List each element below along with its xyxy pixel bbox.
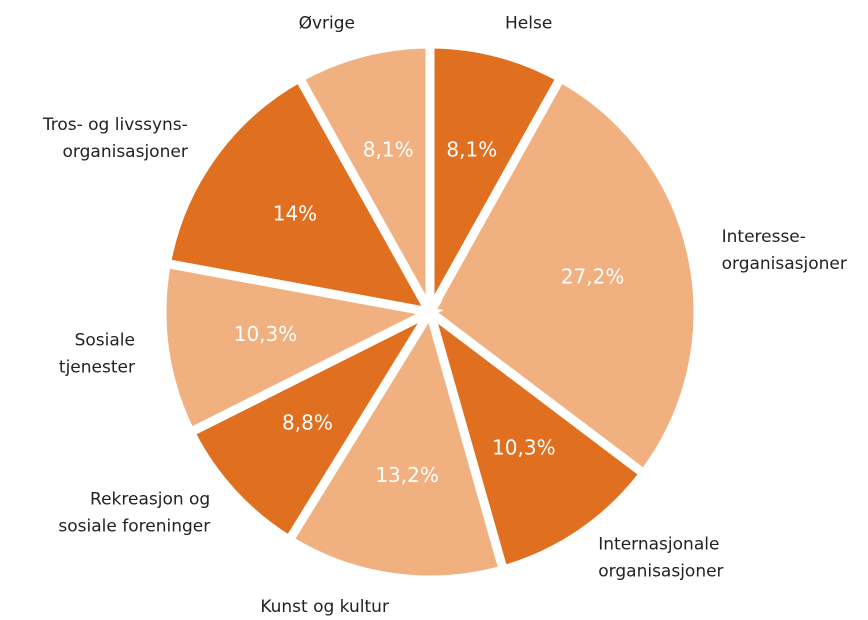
category-label-line: Kunst og kultur — [260, 597, 389, 617]
value-label: 10,3% — [234, 322, 298, 346]
category-label-line: Interesse- — [722, 227, 806, 247]
category-label-line: Tros- og livssyns- — [42, 115, 188, 135]
value-label: 8,8% — [282, 411, 333, 435]
category-label-line: organisasjoner — [722, 254, 847, 274]
pie-slice — [157, 258, 445, 439]
category-label: Sosiale tjenester — [59, 330, 135, 377]
category-label: Rekreasjon og sosiale foreninger — [58, 490, 210, 537]
category-label: Interesse-organisasjoner — [722, 227, 847, 274]
value-label: 8,1% — [363, 138, 414, 162]
category-label-line: Sosiale — [75, 330, 135, 350]
category-label-line: organisasjoner — [598, 561, 723, 581]
pie-slice — [422, 300, 651, 576]
category-label-line: Internasjonale — [598, 534, 719, 554]
category-label-line: sosiale foreninger — [58, 517, 210, 537]
value-label: 10,3% — [492, 436, 556, 460]
value-label: 27,2% — [561, 264, 625, 288]
pie-slice — [283, 300, 509, 585]
category-label: Internasjonale organisasjoner — [598, 534, 723, 581]
value-label: 8,1% — [446, 138, 497, 162]
value-label: 14% — [273, 202, 317, 226]
category-label: Helse — [505, 14, 552, 34]
pie-slice — [424, 71, 703, 480]
category-label-line: organisasjoner — [63, 142, 188, 162]
pie-slice — [184, 300, 443, 547]
pie-slice — [161, 71, 439, 319]
value-label: 13,2% — [375, 463, 439, 487]
category-label-line: Rekreasjon og — [90, 490, 210, 510]
category-label-line: Øvrige — [299, 14, 355, 34]
category-label-line: Helse — [505, 14, 552, 34]
category-label: Øvrige — [299, 14, 355, 34]
category-label: Kunst og kultur — [260, 597, 389, 617]
pie-slice — [293, 39, 435, 330]
category-label: Tros- og livssyns-organisasjoner — [42, 115, 188, 162]
category-label-line: tjenester — [59, 357, 135, 377]
